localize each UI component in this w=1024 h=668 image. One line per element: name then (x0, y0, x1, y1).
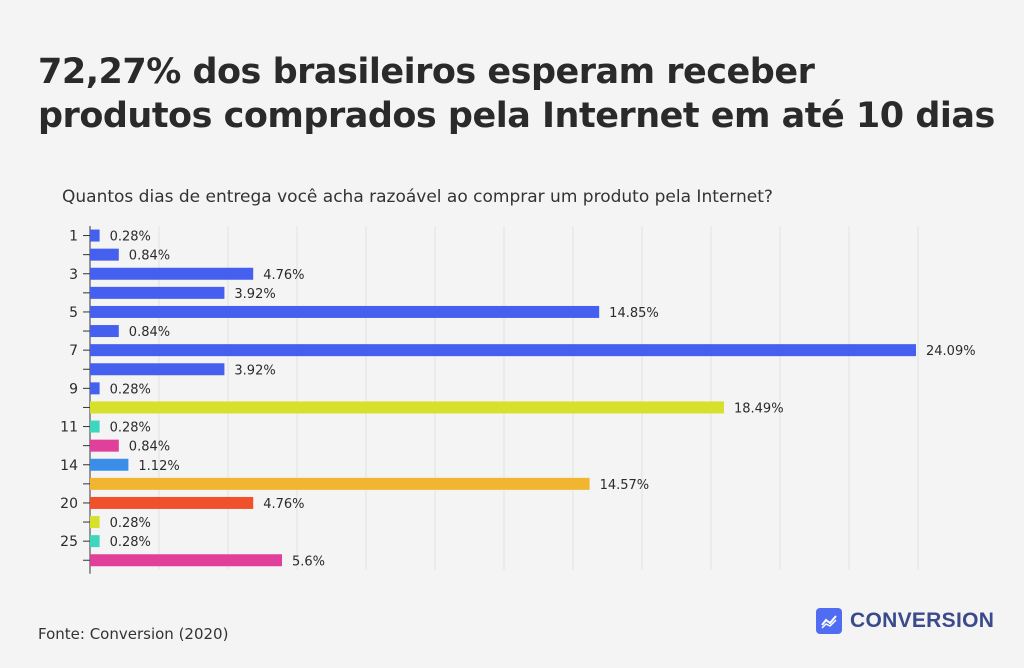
bar (90, 496, 254, 509)
data-label: 0.84% (129, 440, 170, 455)
data-label: 4.76% (263, 268, 304, 283)
bar (90, 248, 119, 261)
brand-name: CONVERSION (850, 609, 995, 632)
y-tick-label: 5 (69, 305, 78, 321)
bar (90, 477, 590, 490)
data-label: 14.57% (600, 478, 650, 493)
bar (90, 363, 225, 376)
y-tick-label: 3 (69, 267, 78, 283)
bar (90, 229, 100, 242)
bar (90, 554, 283, 567)
data-label: 14.85% (609, 306, 659, 321)
y-tick-label: 14 (60, 458, 78, 474)
bar (90, 439, 119, 452)
data-label: 1.12% (138, 459, 179, 474)
data-label: 0.84% (129, 325, 170, 340)
bar (90, 286, 225, 299)
y-tick-label: 1 (69, 229, 78, 245)
data-label: 3.92% (234, 363, 275, 378)
y-tick-label: 20 (60, 496, 78, 512)
y-tick-label: 9 (69, 381, 78, 397)
bar (90, 420, 100, 433)
data-label: 3.92% (234, 287, 275, 302)
bar (90, 325, 119, 338)
data-label: 0.28% (110, 421, 151, 436)
bar (90, 382, 100, 395)
chart-title: 72,27% dos brasileiros esperam receber p… (38, 52, 995, 136)
data-label: 0.28% (110, 516, 151, 531)
chart-subtitle: Quantos dias de entrega você acha razoáv… (62, 187, 773, 207)
y-tick-label: 11 (60, 420, 78, 436)
bar (90, 535, 100, 548)
data-label: 5.6% (292, 554, 325, 569)
trend-line-icon (816, 608, 842, 634)
brand-logo: CONVERSION (816, 606, 994, 636)
data-label: 0.28% (110, 382, 151, 397)
source-note: Fonte: Conversion (2020) (38, 625, 229, 643)
data-label: 0.84% (129, 249, 170, 264)
data-label: 18.49% (734, 401, 784, 416)
bar (90, 516, 100, 529)
data-label: 4.76% (263, 497, 304, 512)
bar (90, 267, 254, 280)
bar (90, 305, 600, 318)
y-tick-label: 25 (60, 534, 78, 550)
bar (90, 344, 916, 357)
bar (90, 458, 129, 471)
data-label: 0.28% (110, 230, 151, 245)
data-label: 24.09% (926, 344, 976, 359)
bar (90, 401, 724, 414)
data-label: 0.28% (110, 535, 151, 550)
y-tick-label: 7 (69, 343, 78, 359)
